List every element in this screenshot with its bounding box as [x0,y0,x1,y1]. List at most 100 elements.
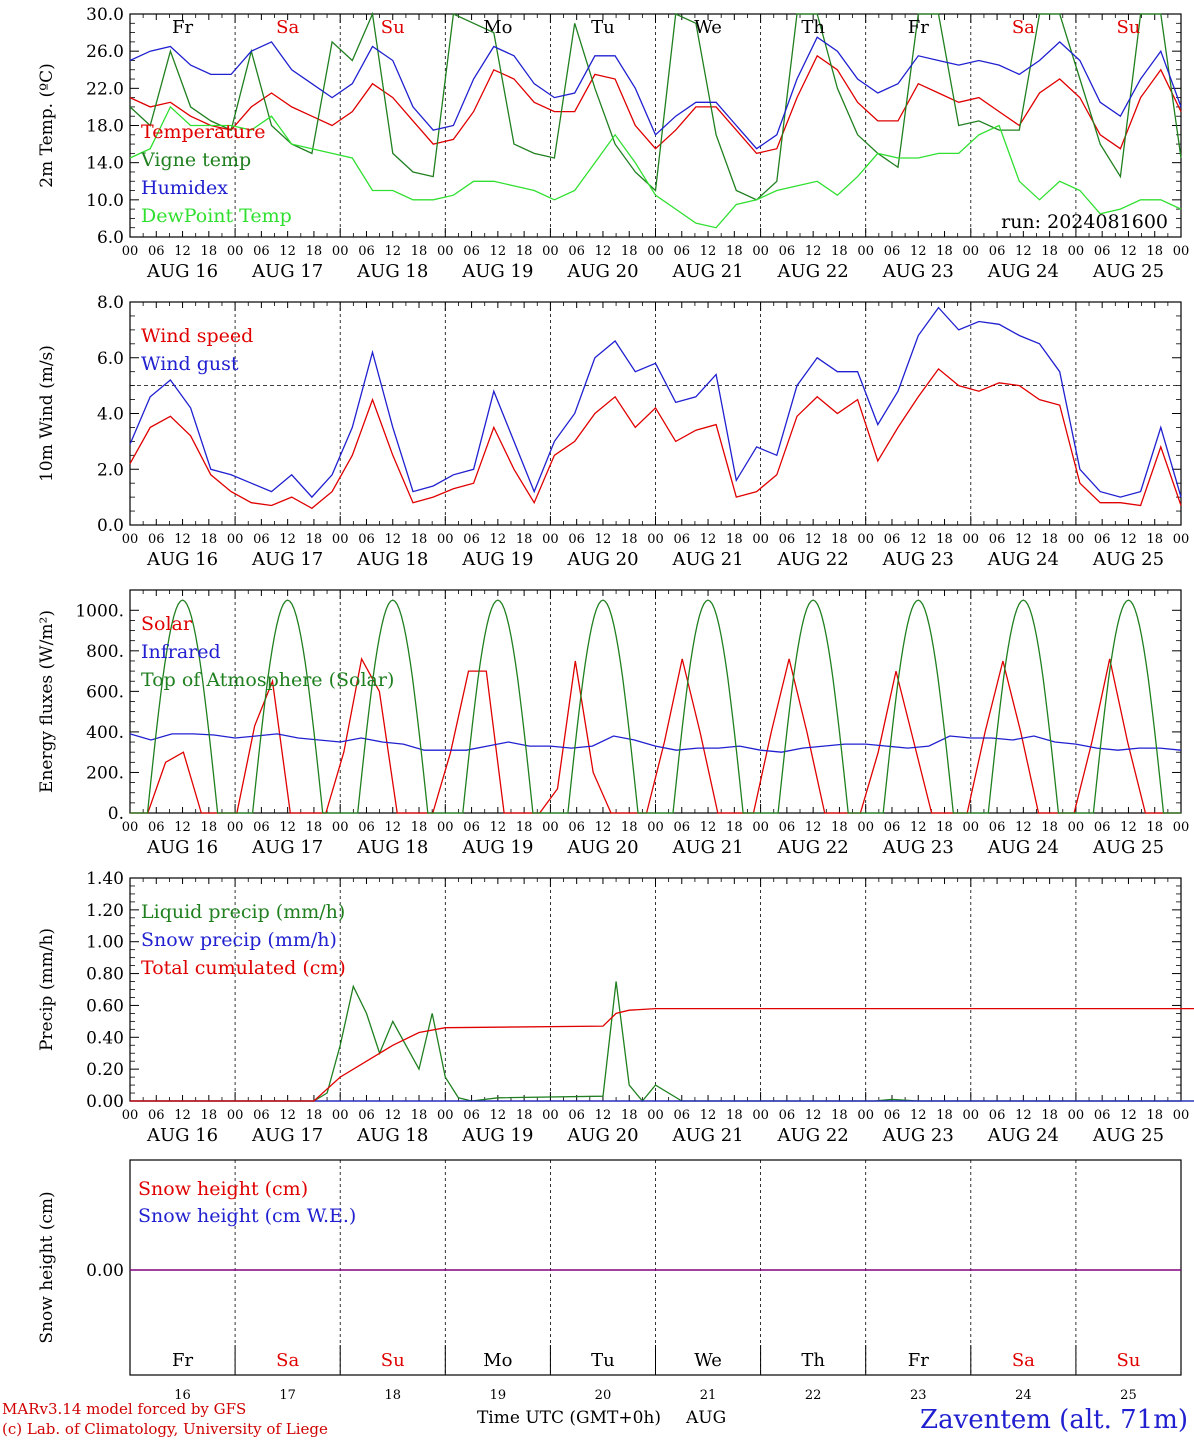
hour-tick-label: 18 [411,532,428,547]
total-cumulated-cm--line [130,1007,1194,1102]
hour-tick-label: 18 [201,532,218,547]
hour-tick-label: 00 [122,1108,139,1123]
hour-tick-label: 06 [674,1108,691,1123]
y-tick-label: 26.0 [86,42,124,62]
y-tick-label: 1.40 [86,869,124,889]
hour-tick-label: 12 [910,1108,927,1123]
hour-tick-label: 00 [1068,244,1085,259]
date-label: AUG 21 [671,837,743,858]
hour-tick-label: 00 [227,244,244,259]
temperature-line [129,54,1182,155]
date-label: AUG 25 [1092,261,1164,282]
hour-tick-label: 06 [253,1108,270,1123]
date-label: AUG 16 [146,261,218,282]
humidex-line [129,36,1182,150]
date-label: AUG 22 [777,549,849,570]
hour-tick-label: 06 [463,244,480,259]
run-label: run: 2024081600 [1001,211,1168,233]
hour-tick-label: 18 [516,820,533,835]
hour-tick-label: 18 [831,244,848,259]
legend-entry: Infrared [141,641,221,663]
hour-tick-label: 12 [805,820,822,835]
day-name-top: Sa [1012,17,1035,38]
hour-tick-label: 00 [857,1108,874,1123]
y-tick-label: 0.20 [86,1060,124,1080]
hour-tick-label: 12 [1015,820,1032,835]
hour-tick-label: 00 [752,820,769,835]
hour-tick-label: 06 [884,820,901,835]
y-tick-label: 0.00 [86,1092,124,1112]
date-label: AUG 19 [461,1125,533,1146]
y-tick-label: 14.0 [86,154,124,174]
date-label: AUG 19 [461,837,533,858]
hour-tick-label: 12 [384,1108,401,1123]
day-name-bottom: Sa [276,1350,299,1371]
y-tick-label: 600. [86,682,124,702]
plot-border [129,13,1182,238]
y-axis-title: 10m Wind (m/s) [37,345,57,482]
hour-tick-label: 00 [647,244,664,259]
day-name-top: Mo [483,17,512,38]
date-label: AUG 19 [461,261,533,282]
hour-tick-label: 12 [1015,244,1032,259]
hour-tick-label: 12 [279,532,296,547]
y-tick-label: 1.20 [86,901,124,921]
legend-entry: Liquid precip (mm/h) [141,901,345,923]
hour-tick-label: 18 [306,532,323,547]
hour-tick-label: 00 [963,532,980,547]
hour-tick-label: 00 [437,532,454,547]
hour-tick-label: 12 [700,532,717,547]
hour-tick-label: 00 [857,244,874,259]
hour-tick-label: 12 [490,532,507,547]
date-label: AUG 17 [251,549,323,570]
hour-tick-label: 00 [752,244,769,259]
day-number: 17 [279,1388,296,1403]
day-number: 21 [700,1388,717,1403]
date-label: AUG 24 [987,549,1059,570]
hour-tick-label: 00 [332,820,349,835]
hour-tick-label: 00 [963,1108,980,1123]
hour-tick-label: 06 [358,1108,375,1123]
hour-tick-label: 18 [936,244,953,259]
date-label: AUG 21 [671,261,743,282]
day-number: 22 [805,1388,822,1403]
day-name-bottom: Su [381,1350,405,1371]
hour-tick-label: 18 [1146,244,1163,259]
day-name-bottom: Fr [172,1350,193,1371]
hour-tick-label: 12 [174,532,191,547]
plot-border [129,301,1182,526]
hour-tick-label: 18 [726,532,743,547]
hour-tick-label: 18 [1041,244,1058,259]
hour-tick-label: 06 [148,820,165,835]
legend-entry: Snow height (cm) [138,1178,308,1200]
hour-tick-label: 06 [989,244,1006,259]
hour-tick-label: 00 [542,820,559,835]
panel-frame-3: 00 06 12 18 00 06 12 18 00 06 12 18 00 06 12 18 00 06 12 18… [122,589,1190,858]
y-tick-label: 18.0 [86,117,124,137]
hour-tick-label: 00 [1173,820,1190,835]
hour-tick-label: 00 [542,244,559,259]
hour-tick-label: 12 [1120,244,1137,259]
hour-tick-label: 18 [1146,1108,1163,1123]
y-tick-label: 10.0 [86,191,124,211]
legend-entry: Humidex [141,177,228,199]
hour-tick-label: 06 [884,1108,901,1123]
date-label: AUG 18 [356,1125,428,1146]
hour-tick-label: 00 [1068,820,1085,835]
hour-tick-label: 12 [805,532,822,547]
hour-tick-label: 12 [910,820,927,835]
hour-tick-label: 06 [884,532,901,547]
y-tick-label: 0.80 [86,965,124,985]
hour-tick-label: 12 [910,244,927,259]
hour-tick-label: 12 [700,1108,717,1123]
hour-tick-label: 12 [700,244,717,259]
hour-tick-label: 06 [674,244,691,259]
hour-tick-label: 06 [463,1108,480,1123]
hour-tick-label: 12 [279,244,296,259]
day-number: 19 [490,1388,507,1403]
hour-tick-label: 06 [358,820,375,835]
hour-tick-label: 06 [989,532,1006,547]
day-name-bottom: Th [801,1350,825,1371]
y-tick-label: 22.0 [86,79,124,99]
date-label: AUG 18 [356,549,428,570]
